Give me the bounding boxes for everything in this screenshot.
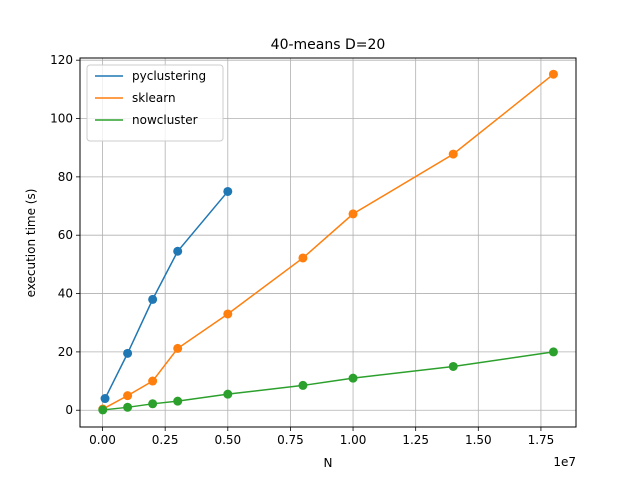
y-tick-label: 100: [50, 112, 73, 126]
sklearn-point: [448, 149, 458, 159]
nowcluster-point: [148, 399, 158, 409]
y-axis-label: execution time (s): [24, 189, 38, 298]
plot-series: [98, 69, 558, 415]
nowcluster-point: [548, 347, 558, 357]
legend-label-nowcluster: nowcluster: [132, 113, 198, 127]
y-tick-label: 60: [58, 228, 73, 242]
axes-frame: [79, 57, 577, 428]
pyclustering-point: [100, 394, 110, 404]
y-tick-label: 0: [65, 403, 73, 417]
nowcluster-point: [173, 396, 183, 406]
sklearn-point: [548, 69, 558, 79]
x-tick-label: 1.50: [465, 433, 492, 447]
y-axis: 0 20 40 60 80 100 120: [50, 53, 80, 417]
nowcluster-point: [348, 373, 358, 383]
nowcluster-point: [123, 402, 133, 412]
y-tick-label: 20: [58, 345, 73, 359]
x-tick-label: 0.00: [89, 433, 116, 447]
y-tick-label: 80: [58, 170, 73, 184]
pyclustering-point: [148, 294, 158, 304]
nowcluster-line: [102, 351, 554, 411]
grid: [80, 58, 576, 427]
pyclustering-point: [123, 348, 133, 358]
nowcluster-point: [223, 389, 233, 399]
sklearn-point: [223, 309, 233, 319]
nowcluster-point: [298, 380, 308, 390]
legend-box: [86, 64, 224, 142]
x-tick-label: 0.25: [152, 433, 179, 447]
chart-title: 40-means D=20: [271, 37, 386, 53]
x-tick-label: 1.25: [402, 433, 429, 447]
legend-label-pyclustering: pyclustering: [132, 69, 206, 83]
sklearn-point: [173, 343, 183, 353]
y-tick-label: 120: [50, 53, 73, 67]
x-axis: 0.00 0.25 0.50 0.75 1.00 1.25 1.50 1.75: [89, 427, 554, 447]
legend: pyclustering sklearn nowcluster: [86, 64, 224, 142]
sklearn-point: [123, 391, 133, 401]
sklearn-point: [348, 209, 358, 219]
x-axis-label: N: [324, 456, 333, 470]
nowcluster-point: [448, 361, 458, 371]
pyclustering-point: [173, 246, 183, 256]
pyclustering-line: [104, 190, 229, 399]
x-tick-label: 1.75: [528, 433, 555, 447]
x-axis-offset-label: 1e7: [553, 455, 576, 469]
x-tick-label: 1.00: [340, 433, 367, 447]
pyclustering-point: [223, 186, 233, 196]
x-tick-label: 0.75: [277, 433, 304, 447]
sklearn-point: [148, 376, 158, 386]
sklearn-point: [298, 253, 308, 263]
nowcluster-point: [98, 405, 108, 415]
x-tick-label: 0.50: [214, 433, 241, 447]
legend-label-sklearn: sklearn: [132, 91, 176, 105]
y-tick-label: 40: [58, 287, 73, 301]
